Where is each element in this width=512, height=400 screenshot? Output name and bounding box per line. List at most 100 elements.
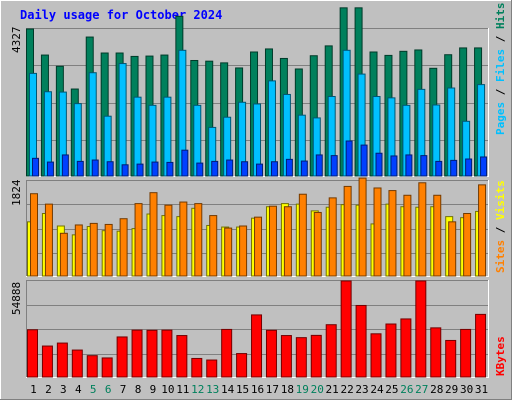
kbytes-bar <box>400 318 412 378</box>
kbytes-bar <box>56 342 68 378</box>
pages-bar <box>181 149 189 177</box>
pages-legend: Pages <box>494 102 507 135</box>
day-label: 13 <box>206 383 219 396</box>
sites-bar <box>418 182 427 277</box>
day-label: 2 <box>45 383 52 396</box>
pages-bar <box>106 161 114 177</box>
pages-bar <box>300 160 308 177</box>
sites-bar <box>388 190 397 277</box>
pages-bar <box>405 154 413 177</box>
day-label: 9 <box>150 383 157 396</box>
sites-bar <box>254 216 263 277</box>
pages-bar <box>390 155 398 177</box>
day-label: 26 <box>400 383 413 396</box>
pages-bar <box>241 161 249 177</box>
kbytes-panel <box>26 280 489 378</box>
pages-bar <box>166 161 174 177</box>
day-label: 10 <box>161 383 174 396</box>
kbytes-bar <box>310 334 322 378</box>
legend-sep: / <box>494 29 507 49</box>
day-label: 23 <box>355 383 368 396</box>
kbytes-bar <box>430 327 442 378</box>
sites-bar <box>44 203 53 277</box>
sites-bar <box>209 215 218 277</box>
sites-bar <box>358 177 367 277</box>
kbytes-bar <box>280 335 292 378</box>
visits-panel <box>26 177 489 277</box>
pages-bar <box>330 155 338 177</box>
pages-bar <box>420 155 428 177</box>
sites-bar <box>328 197 337 277</box>
sites-bar <box>194 203 203 277</box>
day-label: 29 <box>445 383 458 396</box>
pages-bar <box>151 161 159 177</box>
kbytes-bar <box>131 329 143 378</box>
pages-bar <box>345 140 353 177</box>
day-label: 14 <box>221 383 235 396</box>
sites-bar <box>104 223 113 277</box>
sites-bar <box>403 194 412 277</box>
kbytes-bar <box>251 314 263 378</box>
day-label: 28 <box>430 383 443 396</box>
day-label: 3 <box>60 383 67 396</box>
day-label: 22 <box>340 383 353 396</box>
day-labels: 1 2 3 4 5 6 7 8 9 10 11 12 13 14 15 16 17 18 19 20 21 22 23 24 2… <box>30 383 488 396</box>
kbytes-bar <box>325 324 337 378</box>
day-label: 11 <box>176 383 189 396</box>
day-label: 4 <box>75 383 82 396</box>
pages-bar <box>375 152 383 177</box>
sites-bar <box>134 203 143 277</box>
sites-bar <box>463 213 472 277</box>
kbytes-bar <box>460 328 472 378</box>
day-label: 21 <box>326 383 339 396</box>
day-label: 27 <box>415 383 428 396</box>
day-label: 20 <box>311 383 324 396</box>
sites-bar <box>298 193 307 277</box>
pages-bar <box>91 159 99 177</box>
pages-bar <box>450 159 458 177</box>
kbytes-side-label: KBytes <box>494 336 507 376</box>
kbytes-bar <box>176 335 188 378</box>
pages-bar <box>76 160 84 177</box>
kbytes-legend: KBytes <box>494 336 507 376</box>
day-label: 6 <box>105 383 112 396</box>
sites-bar <box>224 227 233 277</box>
sites-bar <box>343 185 352 277</box>
visits-max-label: 1824 <box>10 179 23 206</box>
pages-bar <box>136 163 144 177</box>
kbytes-bar <box>355 304 367 378</box>
sites-bar <box>239 225 248 277</box>
kbytes-bar <box>265 329 277 378</box>
files-bar <box>118 63 127 177</box>
kbytes-bar <box>101 357 113 378</box>
pages-bar <box>61 154 69 177</box>
sites-bar <box>119 218 128 277</box>
visits-legend: Visits <box>494 180 507 220</box>
day-label: 25 <box>385 383 398 396</box>
kbytes-bar <box>445 339 457 378</box>
day-label: 24 <box>370 383 384 396</box>
kbytes-bar <box>86 355 98 378</box>
pages-bar <box>226 159 234 177</box>
kbytes-bar <box>206 359 218 378</box>
hits-max-label: 4327 <box>10 27 23 54</box>
chart-title: Daily usage for October 2024 <box>20 8 222 22</box>
kbytes-bar <box>340 280 352 378</box>
sites-bar <box>149 192 158 277</box>
kbytes-bar <box>295 337 307 378</box>
day-label: 12 <box>191 383 204 396</box>
sites-bar <box>313 211 322 277</box>
legend-sep: / <box>494 220 507 240</box>
kbytes-bar <box>27 329 38 378</box>
files-legend: Files <box>494 49 507 82</box>
hits-panel <box>26 7 489 177</box>
day-label: 8 <box>135 383 142 396</box>
day-label: 30 <box>460 383 473 396</box>
day-label: 17 <box>266 383 279 396</box>
kbytes-bar <box>161 329 173 378</box>
pages-bar <box>480 156 488 177</box>
hits-legend: Hits <box>494 3 507 30</box>
sites-bar <box>59 232 68 277</box>
pages-bar <box>32 157 39 177</box>
